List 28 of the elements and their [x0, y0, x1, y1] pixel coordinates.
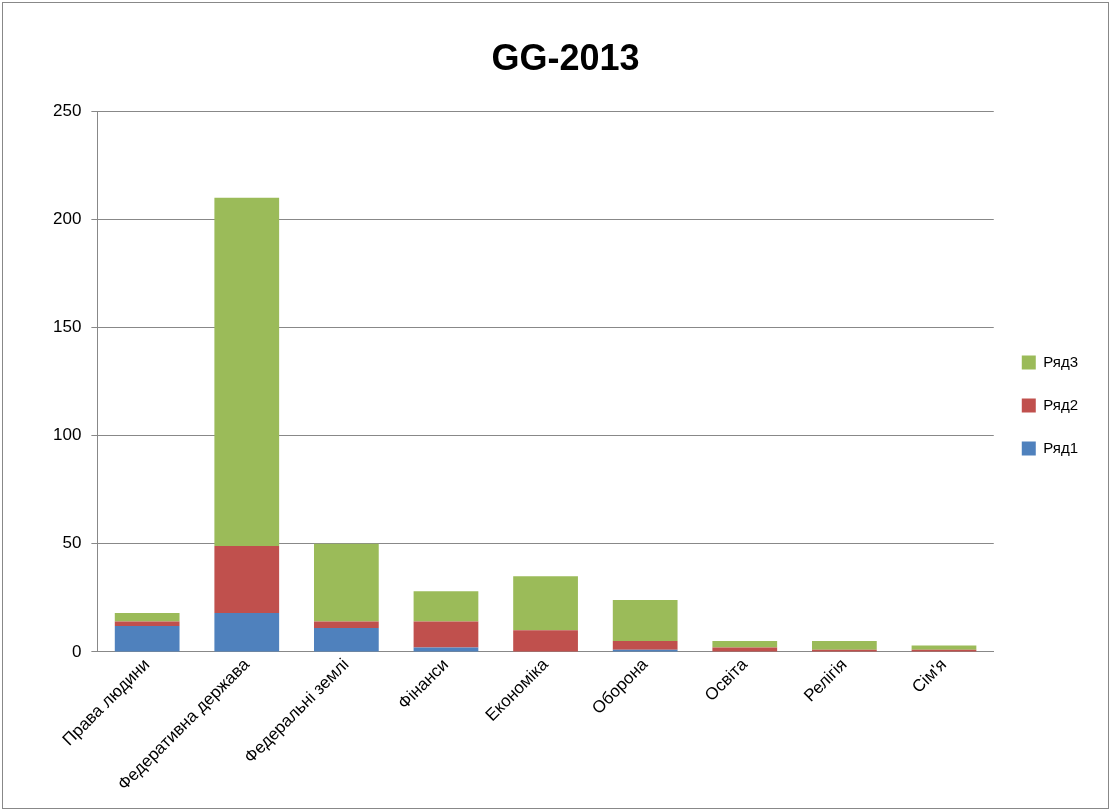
bar	[214, 545, 280, 613]
bar	[513, 576, 578, 631]
y-tick-label: 50	[62, 533, 82, 553]
chart-title: GG-2013	[491, 36, 640, 78]
bar	[911, 645, 977, 650]
legend-label: Ряд2	[1043, 395, 1079, 413]
legend-label: Ряд1	[1043, 438, 1079, 456]
bar	[413, 621, 479, 648]
bar	[314, 621, 379, 629]
y-tick-label: 0	[71, 641, 82, 661]
bar	[712, 641, 778, 648]
legend-label: Ряд3	[1043, 352, 1079, 370]
bar	[114, 621, 180, 626]
bar	[612, 599, 678, 642]
bar	[812, 641, 877, 650]
y-tick-label: 250	[52, 100, 82, 120]
bar	[612, 641, 678, 650]
bar	[314, 628, 379, 652]
bar	[513, 630, 578, 652]
bar	[214, 197, 280, 546]
y-tick-label: 150	[52, 317, 82, 337]
bar	[114, 612, 180, 622]
bar	[413, 591, 479, 622]
bar	[314, 543, 379, 622]
y-tick-label: 100	[52, 425, 82, 445]
bar	[214, 612, 280, 652]
y-tick-label: 200	[52, 209, 82, 229]
bar	[114, 625, 180, 652]
